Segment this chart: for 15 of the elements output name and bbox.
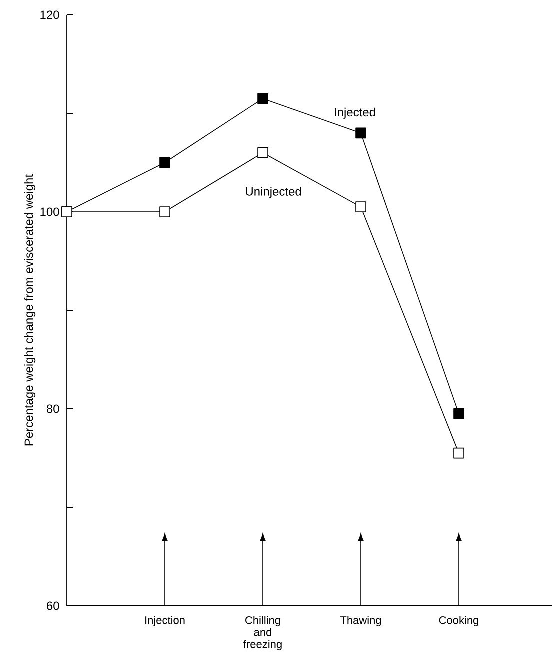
point	[454, 408, 464, 420]
point	[160, 157, 170, 168]
point	[356, 128, 366, 139]
x-tick-label: Cooking	[439, 616, 478, 626]
x-tick-label: Thawing	[340, 616, 382, 626]
series-label: Uninjected	[246, 187, 302, 198]
y-tick-label: 60	[47, 602, 60, 610]
series-label: Injected	[335, 108, 376, 120]
y-tick-label: 100	[40, 208, 60, 216]
point	[258, 93, 268, 104]
y-tick-label: 120	[40, 10, 60, 20]
x-tick-label: Injection	[146, 616, 185, 626]
y-axis-title: Percentage weight change from eviscerated weight	[24, 174, 36, 446]
y-tick-label: 80	[46, 404, 60, 414]
x-tick-label: Chilling and freezing	[244, 616, 282, 650]
